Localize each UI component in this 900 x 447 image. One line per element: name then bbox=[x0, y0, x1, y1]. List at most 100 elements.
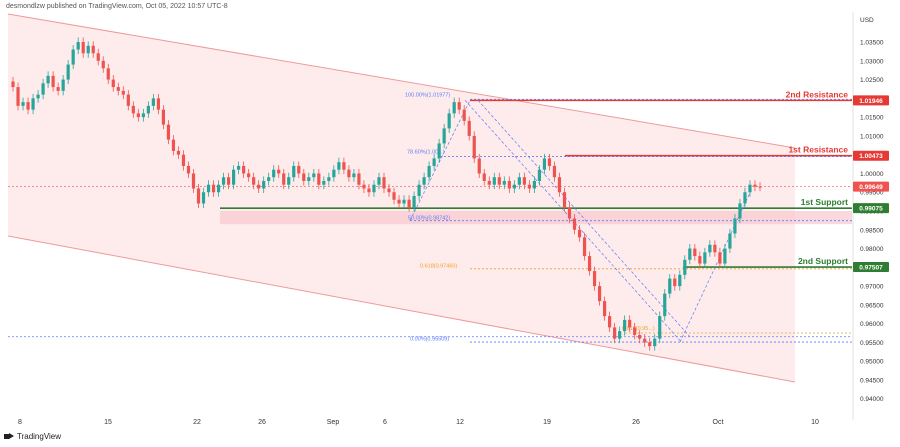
candle-body bbox=[482, 173, 486, 181]
candle-body bbox=[537, 169, 542, 181]
candle-body bbox=[417, 184, 421, 196]
x-tick-label: 19 bbox=[543, 419, 551, 426]
candle-body bbox=[121, 90, 125, 95]
candle-body bbox=[613, 327, 617, 339]
candle-body bbox=[146, 105, 150, 114]
x-tick-label: 22 bbox=[193, 419, 201, 426]
candle-body bbox=[267, 177, 271, 181]
y-tick-label: 1.03000 bbox=[860, 58, 884, 65]
level-label: 2nd Support bbox=[798, 256, 848, 266]
candle-body bbox=[643, 338, 647, 343]
candle-body bbox=[748, 184, 752, 193]
candle-body bbox=[653, 338, 657, 347]
candle-body bbox=[708, 244, 712, 253]
level-price-tag bbox=[853, 150, 889, 161]
candle-body bbox=[11, 81, 15, 88]
candle-body bbox=[362, 184, 366, 189]
candle-body bbox=[201, 192, 206, 204]
candle-body bbox=[698, 256, 702, 264]
candle-body bbox=[678, 274, 682, 287]
fib-label: 50.00%(0.98742) bbox=[408, 215, 450, 221]
candle-body bbox=[166, 124, 171, 140]
candle-body bbox=[628, 319, 632, 328]
candle-body bbox=[297, 165, 301, 174]
candle-body bbox=[412, 195, 416, 208]
level-price-tag bbox=[853, 262, 889, 273]
candle-body bbox=[252, 177, 256, 185]
candle-body bbox=[161, 109, 166, 125]
candle-body bbox=[557, 177, 562, 193]
candle-body bbox=[247, 173, 251, 178]
fib-label: 0.618(0.97460) bbox=[420, 263, 457, 269]
candle-body bbox=[638, 334, 642, 339]
candle-body bbox=[221, 177, 226, 185]
level-price-tag bbox=[853, 95, 889, 106]
candle-body bbox=[432, 158, 436, 166]
candle-body bbox=[126, 94, 130, 106]
level-price-tag bbox=[853, 203, 889, 214]
candle-body bbox=[683, 259, 687, 275]
candle-body bbox=[36, 94, 40, 99]
candle-body bbox=[623, 319, 627, 332]
level-label: 1st Support bbox=[801, 197, 848, 207]
candle-body bbox=[327, 177, 331, 181]
channel-lower-line bbox=[7, 235, 796, 383]
candle-body bbox=[608, 316, 612, 328]
candle-body bbox=[663, 293, 667, 317]
candle-body bbox=[337, 162, 341, 170]
brand-text: TradingView bbox=[17, 432, 62, 441]
candle-body bbox=[517, 177, 521, 185]
fib-trend-line bbox=[477, 100, 691, 338]
candle-body bbox=[96, 53, 100, 61]
candle-body bbox=[181, 154, 186, 166]
candle-body bbox=[176, 150, 181, 155]
candle-body bbox=[196, 188, 201, 204]
candle-body bbox=[262, 180, 266, 189]
candle-body bbox=[492, 177, 496, 185]
y-tick-label: 1.01000 bbox=[860, 133, 884, 140]
y-tick-label: 1.03500 bbox=[860, 40, 884, 47]
candle-body bbox=[718, 252, 722, 264]
candle-body bbox=[427, 165, 431, 178]
fib-label: 78.60%(1.00...) bbox=[407, 150, 445, 156]
candle-body bbox=[472, 135, 476, 159]
candle-body bbox=[457, 102, 461, 110]
candle-body bbox=[407, 199, 411, 208]
candle-body bbox=[151, 98, 155, 106]
x-tick-label: 15 bbox=[104, 419, 112, 426]
y-tick-label: 0.94000 bbox=[860, 396, 884, 403]
y-tick-label: 0.97000 bbox=[860, 284, 884, 291]
fib-label: 0.618(0.95...) bbox=[622, 326, 655, 332]
candle-body bbox=[648, 342, 652, 347]
candle-body bbox=[367, 188, 371, 193]
candle-body bbox=[91, 45, 95, 54]
candle-body bbox=[41, 83, 45, 95]
candle-body bbox=[728, 233, 732, 249]
candle-body bbox=[257, 184, 261, 189]
candle-body bbox=[572, 218, 577, 230]
y-tick-label: 0.94500 bbox=[860, 377, 884, 384]
candle-body bbox=[487, 180, 491, 185]
candle-body bbox=[397, 199, 401, 204]
tradingview-logo-icon bbox=[4, 433, 14, 440]
candle-body bbox=[582, 237, 587, 257]
candle-body bbox=[753, 184, 757, 187]
candle-body bbox=[211, 184, 216, 193]
candle-body bbox=[577, 229, 582, 238]
candle-body bbox=[66, 64, 70, 80]
candle-body bbox=[31, 98, 35, 110]
last-price-tag bbox=[853, 181, 889, 192]
y-tick-label: 1.01500 bbox=[860, 115, 884, 122]
candle-body bbox=[101, 60, 105, 69]
x-tick-label: 26 bbox=[632, 419, 640, 426]
candle-body bbox=[592, 271, 597, 287]
candle-body bbox=[547, 158, 552, 166]
candle-body bbox=[502, 180, 506, 185]
candle-body bbox=[191, 173, 196, 189]
y-tick-label: 0.95000 bbox=[860, 359, 884, 366]
level-price-text: 0.99075 bbox=[859, 206, 883, 213]
level-price-text: 0.97507 bbox=[859, 265, 883, 272]
y-tick-label: 1.02500 bbox=[860, 77, 884, 84]
y-tick-label: 0.96500 bbox=[860, 302, 884, 309]
x-tick-label: 8 bbox=[18, 419, 22, 426]
